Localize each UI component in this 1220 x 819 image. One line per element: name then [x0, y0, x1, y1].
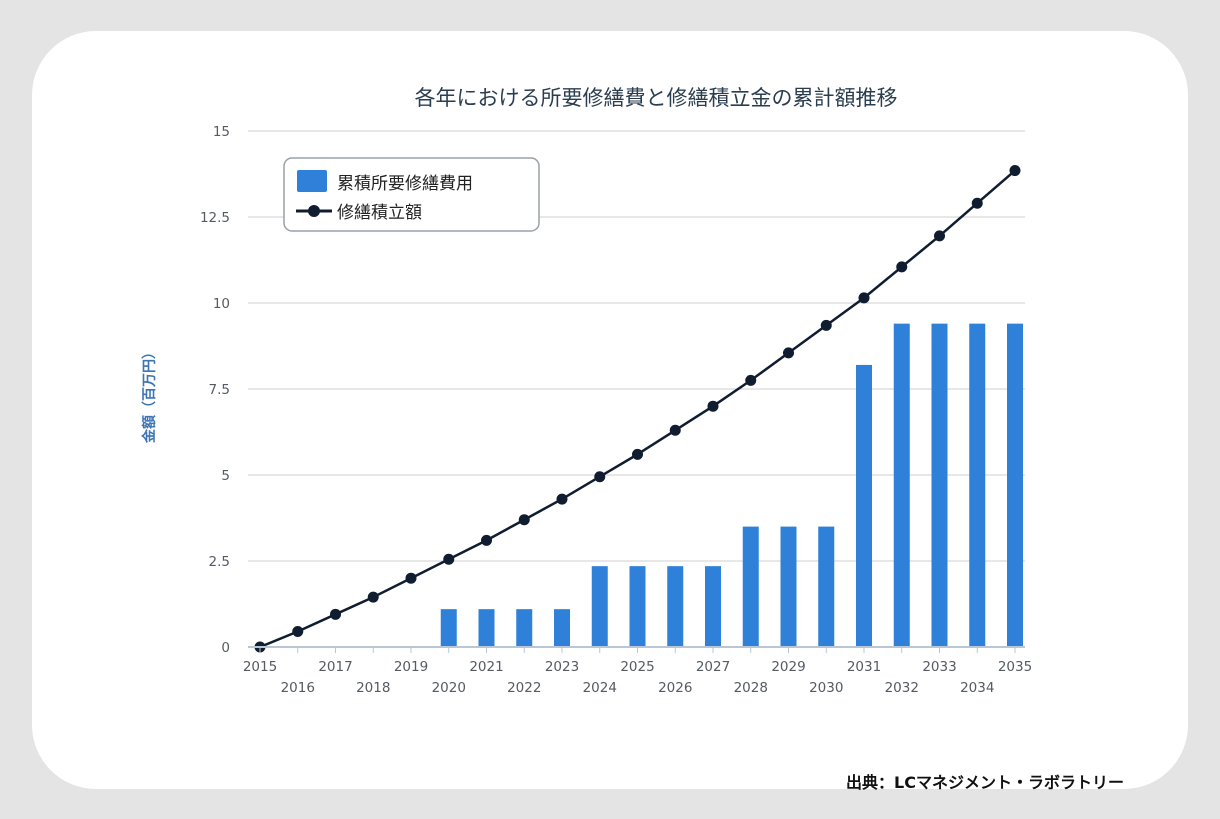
- line-point: [934, 230, 945, 242]
- chart-card: 各年における所要修繕費と修繕積立金の累計額推移 金額（百万円） 0 2.5 5 7.5…: [32, 31, 1188, 792]
- y-tick-label: 7.5: [209, 382, 230, 398]
- line-point: [443, 553, 455, 565]
- line-point: [330, 608, 341, 620]
- bar: [742, 526, 759, 647]
- bar: [856, 364, 872, 647]
- bar: [667, 566, 684, 647]
- y-tick-label: 2.5: [209, 554, 230, 570]
- line-point: [367, 591, 379, 603]
- line-point: [1009, 165, 1021, 177]
- bar: [1007, 323, 1023, 647]
- line-point: [481, 534, 492, 546]
- y-tick-label: 0: [221, 640, 230, 656]
- line-point: [669, 424, 681, 436]
- x-tick-label: 2024: [583, 680, 617, 696]
- line-point: [858, 292, 870, 304]
- bar: [818, 526, 835, 647]
- legend-line-label: 修繕積立額: [337, 203, 422, 223]
- x-tick-label: 2031: [847, 659, 881, 675]
- legend: 累積所要修繕費用 修繕積立額: [283, 157, 540, 232]
- line-point: [707, 400, 719, 412]
- y-tick-label: 12.5: [200, 210, 230, 226]
- legend-bar-label: 累積所要修繕費用: [337, 174, 473, 194]
- legend-bar-swatch: [297, 170, 327, 192]
- y-axis-label: 金額（百万円）: [141, 345, 158, 444]
- line-point: [971, 197, 983, 209]
- line-point: [896, 261, 908, 273]
- x-tick-label: 2017: [318, 659, 352, 675]
- line-point: [556, 493, 568, 505]
- x-tick-label: 2033: [922, 659, 956, 675]
- x-tick-label: 2030: [809, 680, 843, 696]
- bar: [969, 323, 986, 647]
- line-point: [632, 448, 643, 460]
- legend-box: [283, 157, 540, 232]
- bar: [893, 323, 910, 647]
- source-credit: 出典：LCマネジメント・ラボラトリー: [846, 773, 1124, 792]
- x-tick-label: 2027: [696, 659, 730, 675]
- legend-line-marker: [308, 205, 320, 217]
- bar: [931, 323, 948, 647]
- x-tick-label: 2020: [432, 680, 466, 696]
- x-tick-label: 2025: [620, 659, 654, 675]
- bar: [440, 609, 457, 647]
- y-tick-label: 10: [213, 296, 230, 312]
- x-tick-label: 2032: [885, 680, 919, 696]
- line-point: [783, 347, 794, 359]
- x-tick-label: 2034: [960, 680, 994, 696]
- line-point: [820, 319, 832, 331]
- y-tick-label: 15: [213, 124, 230, 140]
- y-tick-label: 5: [221, 468, 230, 484]
- x-tick-label: 2026: [658, 680, 692, 696]
- bar: [478, 609, 495, 647]
- line-point: [405, 572, 417, 584]
- bar: [705, 566, 721, 647]
- x-tick-label: 2022: [507, 680, 541, 696]
- x-tick-label: 2028: [734, 680, 768, 696]
- x-tick-label: 2023: [545, 659, 579, 675]
- x-tick-label: 2021: [469, 659, 503, 675]
- bar: [554, 609, 570, 647]
- line-point: [292, 626, 304, 638]
- axes: 0 2.5 5 7.5 10 12.5 15 201520162017201820192020…: [200, 124, 1032, 696]
- x-tick-label: 2019: [394, 659, 428, 675]
- x-tick-label: 2016: [281, 680, 315, 696]
- bar-series: [440, 323, 1023, 647]
- x-tick-label: 2035: [998, 659, 1032, 675]
- bar: [591, 566, 608, 647]
- x-tick-label: 2015: [243, 659, 277, 675]
- line-point: [594, 471, 606, 483]
- bar: [780, 526, 797, 647]
- x-tick-label: 2029: [771, 659, 805, 675]
- line-series: [254, 165, 1021, 653]
- x-tick-label: 2018: [356, 680, 390, 696]
- line-point: [745, 374, 757, 386]
- chart-svg: 各年における所要修繕費と修繕積立金の累計額推移 金額（百万円） 0 2.5 5 7.5…: [141, 86, 1032, 696]
- line-point: [518, 514, 530, 526]
- bar: [629, 566, 646, 647]
- bar: [516, 609, 533, 647]
- chart-title: 各年における所要修繕費と修繕積立金の累計額推移: [415, 86, 898, 110]
